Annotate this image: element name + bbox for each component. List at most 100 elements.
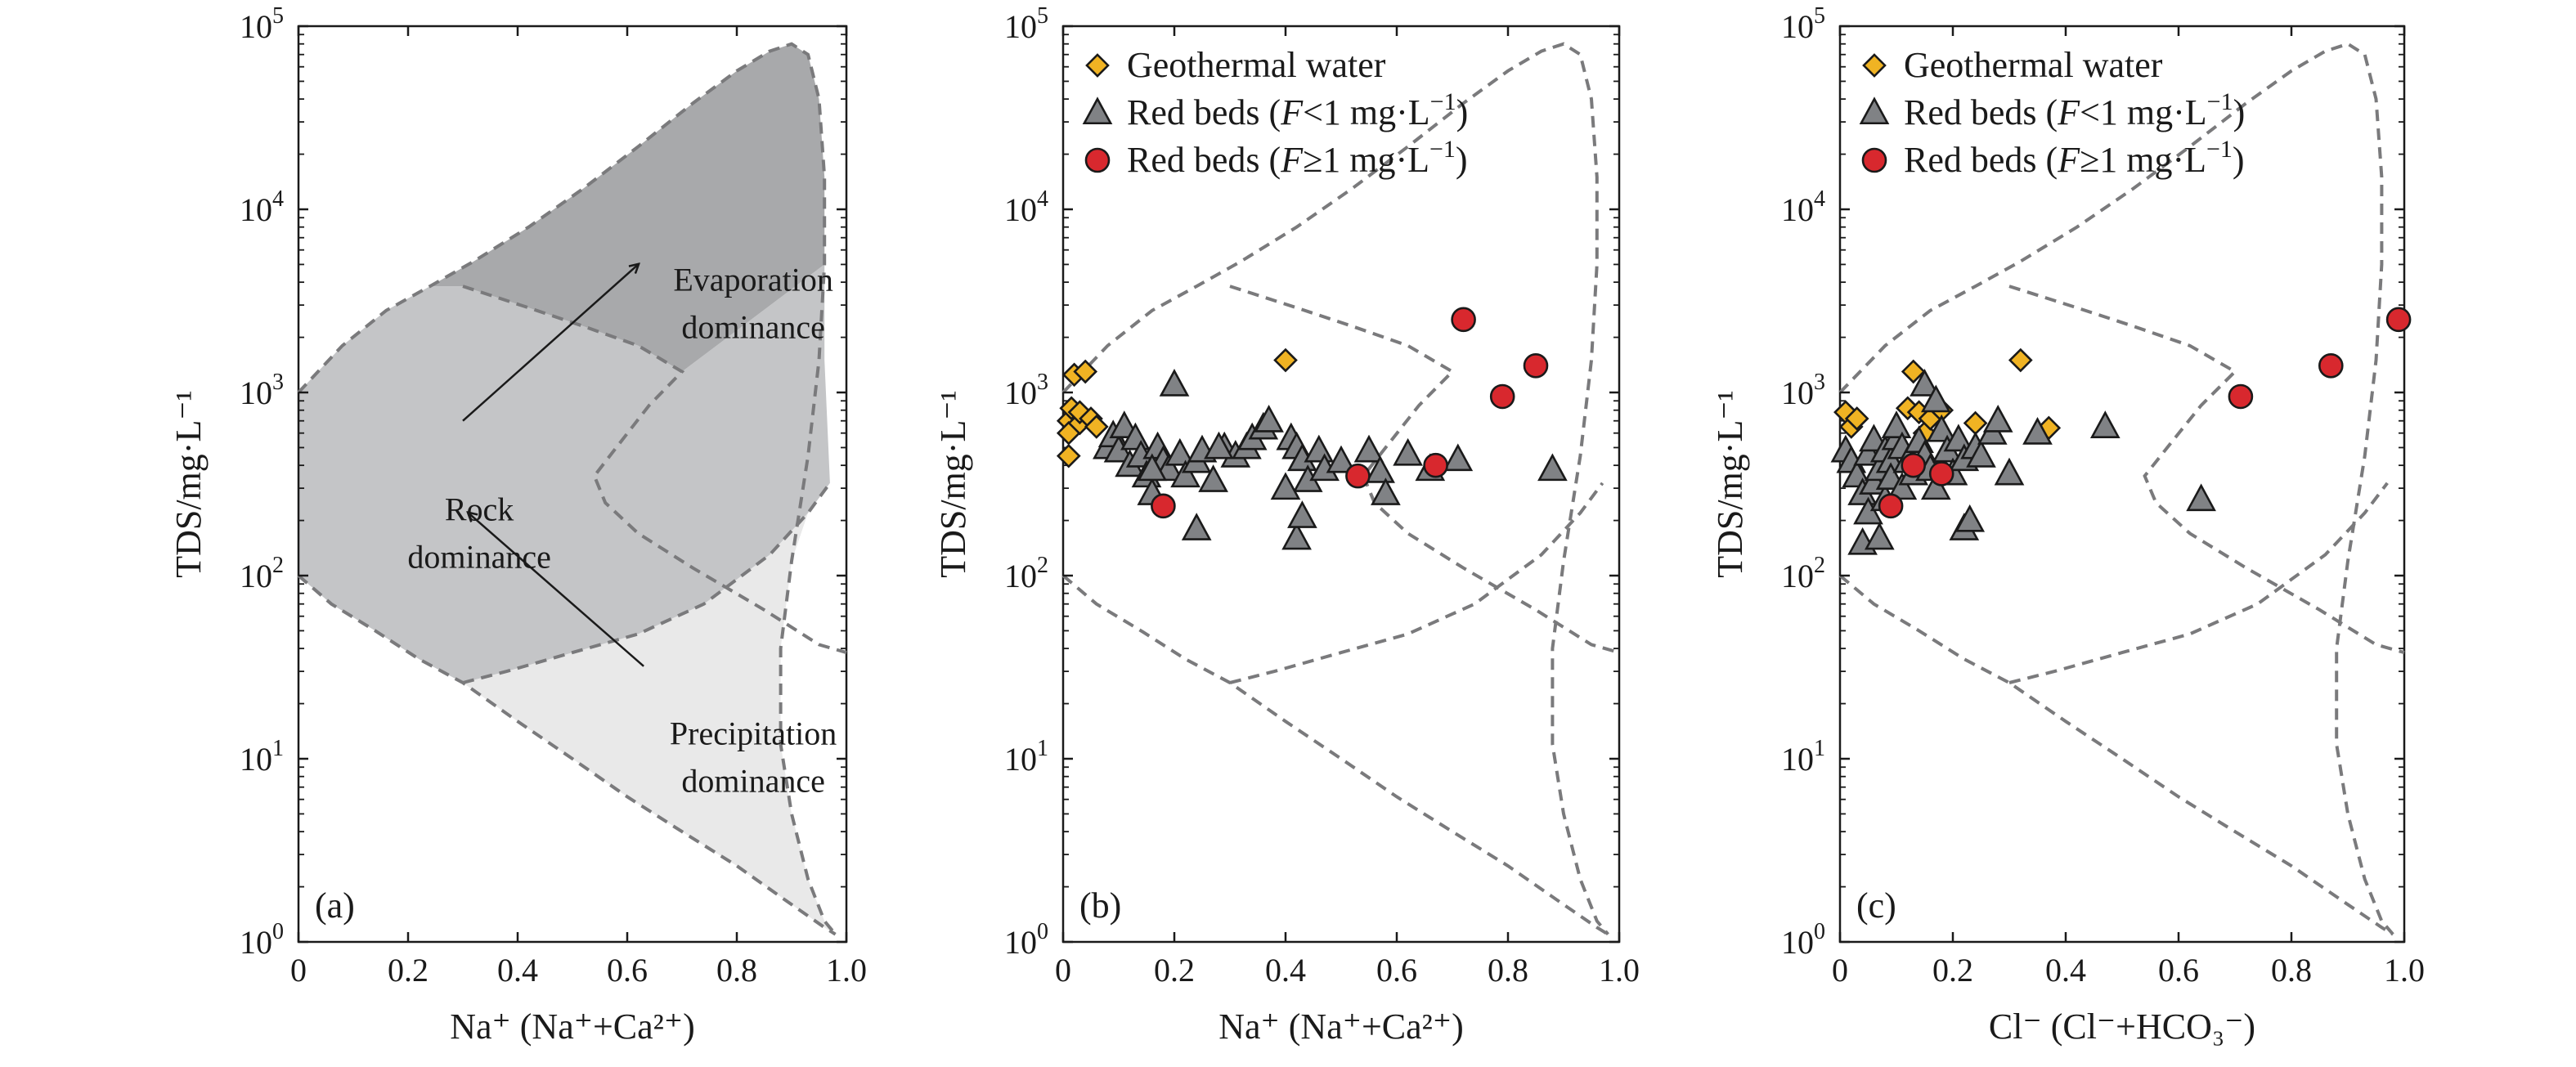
y-tick-label: 100 [240,919,284,961]
x-tick-label: 1.0 [826,952,867,989]
data-point-geo [1084,415,1109,439]
data-point-geo [1844,406,1869,431]
legend-marker-rb_low [1082,96,1113,125]
x-tick-label: 0.6 [1376,952,1417,989]
boundary-rockLow [1229,482,1604,684]
boundary-inner [2008,285,2405,655]
data-point-rb_low [1254,404,1284,433]
y-tick-label: 105 [1004,3,1048,45]
zone-rock [298,264,830,683]
panel-label: (a) [315,885,355,926]
data-point-rb_high [1928,461,1954,486]
y-tick-label: 104 [1781,186,1825,228]
plot-frame [1838,25,2406,944]
data-point-geo [1901,359,1926,384]
data-point-rb_low [1181,513,1212,540]
data-point-rb_low [1910,369,1940,397]
data-point-rb_low [1281,522,1312,550]
zone-label: Precipitation [670,715,837,751]
data-point-rb_low [1994,457,2025,486]
data-point-rb_low [1159,369,1190,397]
y-tick-label: 102 [240,553,284,594]
x-tick-label: 0 [1055,952,1071,989]
data-point-rb_high [1901,452,1926,478]
x-tick-label: 0 [290,952,307,989]
data-point-rb_high [1151,493,1176,519]
data-point-rb_high [1489,383,1515,410]
zone-label: Evaporation [673,261,833,298]
y-tick-label: 100 [1004,919,1048,961]
legend-label-rb_low: Red beds (F<1 mg·L−1) [1904,88,2245,132]
x-tick-label: 0.6 [2158,952,2199,989]
data-point-rb_low [1954,504,1986,532]
boundary-rockLow [462,482,832,684]
legend-marker-rb_high [1084,147,1111,173]
y-tick-label: 104 [1004,186,1048,228]
data-point-rb_high [2228,383,2254,410]
y-tick-label: 103 [240,370,284,411]
data-point-rb_low [1864,522,1895,550]
data-point-rb_high [1345,463,1371,489]
panel-a: 0 0.2 0.4 0.6 0.8 1.0 100 101 102 103 104 105 Na⁺ (N… [168,3,867,1047]
data-point-rb_low [2022,416,2053,445]
panel-label: (b) [1079,885,1121,926]
zone-evaporation [429,43,825,372]
data-point-rb_low [1353,434,1384,463]
data-point-geo [1073,359,1098,384]
y-tick-label: 102 [1781,553,1825,594]
arrow-rock-to-evaporation [462,264,638,422]
boundary-lower [1061,574,1609,936]
y-axis-label: TDS/mg·L⁻¹ [933,390,973,578]
x-tick-label: 0.4 [497,952,538,989]
zone-label: dominance [681,308,825,345]
data-point-rb_low [1926,414,1957,442]
series-rb_high [1151,307,1549,519]
data-point-rb_low [1966,439,1996,468]
y-tick-label: 101 [1004,736,1048,778]
x-tick-label: 1.0 [1599,952,1640,989]
data-point-rb_high [1523,352,1549,379]
data-point-geo [2008,347,2033,373]
data-point-rb_low [1365,455,1395,483]
panel-b: 0 0.2 0.4 0.6 0.8 1.0 100 101 102 103 104 105 Na⁺ (N… [933,3,1640,1047]
legend-marker-geo [1085,53,1110,78]
data-point-rb_low [1304,434,1335,463]
data-point-rb_high [1878,493,1904,519]
data-point-geo [1067,400,1093,425]
x-tick-label: 0.4 [1265,952,1306,989]
series-rb_high [1878,307,2412,519]
panel-label: (c) [1856,885,1896,926]
legend-marker-rb_low [1859,96,1890,125]
legend-marker-rb_high [1861,147,1887,173]
y-tick-label: 105 [240,3,284,45]
data-point-rb_low [1137,453,1168,482]
y-tick-label: 100 [1781,919,1825,961]
x-tick-label: 0.8 [2271,952,2312,989]
plot-frame [297,25,848,944]
data-point-rb_high [2385,307,2412,333]
legend-label-rb_high: Red beds (F≥1 mg·L−1) [1904,136,2245,180]
x-tick-label: 0.2 [1932,952,1973,989]
plot-frame [1061,25,1621,944]
data-point-geo [1273,347,1298,373]
legend-marker-geo [1862,53,1887,78]
data-point-rb_low [1326,445,1357,473]
legend-label-rb_low: Red beds (F<1 mg·L−1) [1127,88,1468,132]
data-point-rb_high [1423,452,1448,478]
data-point-rb_high [1451,307,1476,333]
x-axis-label: Na⁺ (Na⁺+Ca²⁺) [450,1006,694,1047]
data-point-geo [1963,410,1988,436]
data-point-rb_low [1204,431,1234,460]
data-point-rb_low [1943,424,1974,452]
data-point-rb_low [1920,472,1951,500]
zone-precipitation [298,482,836,935]
zone-label: dominance [681,762,825,799]
data-point-rb_low [1170,460,1200,488]
x-tick-label: 0.2 [388,952,429,989]
series-rb_low [1093,369,1568,550]
series-rb_low [1830,369,2216,555]
boundary-lower [297,574,837,936]
panel-c: 0 0.2 0.4 0.6 0.8 1.0 100 101 102 103 104 105 Cl⁻ (C… [1710,3,2425,1047]
legend-label-geo: Geothermal water [1127,45,1386,85]
